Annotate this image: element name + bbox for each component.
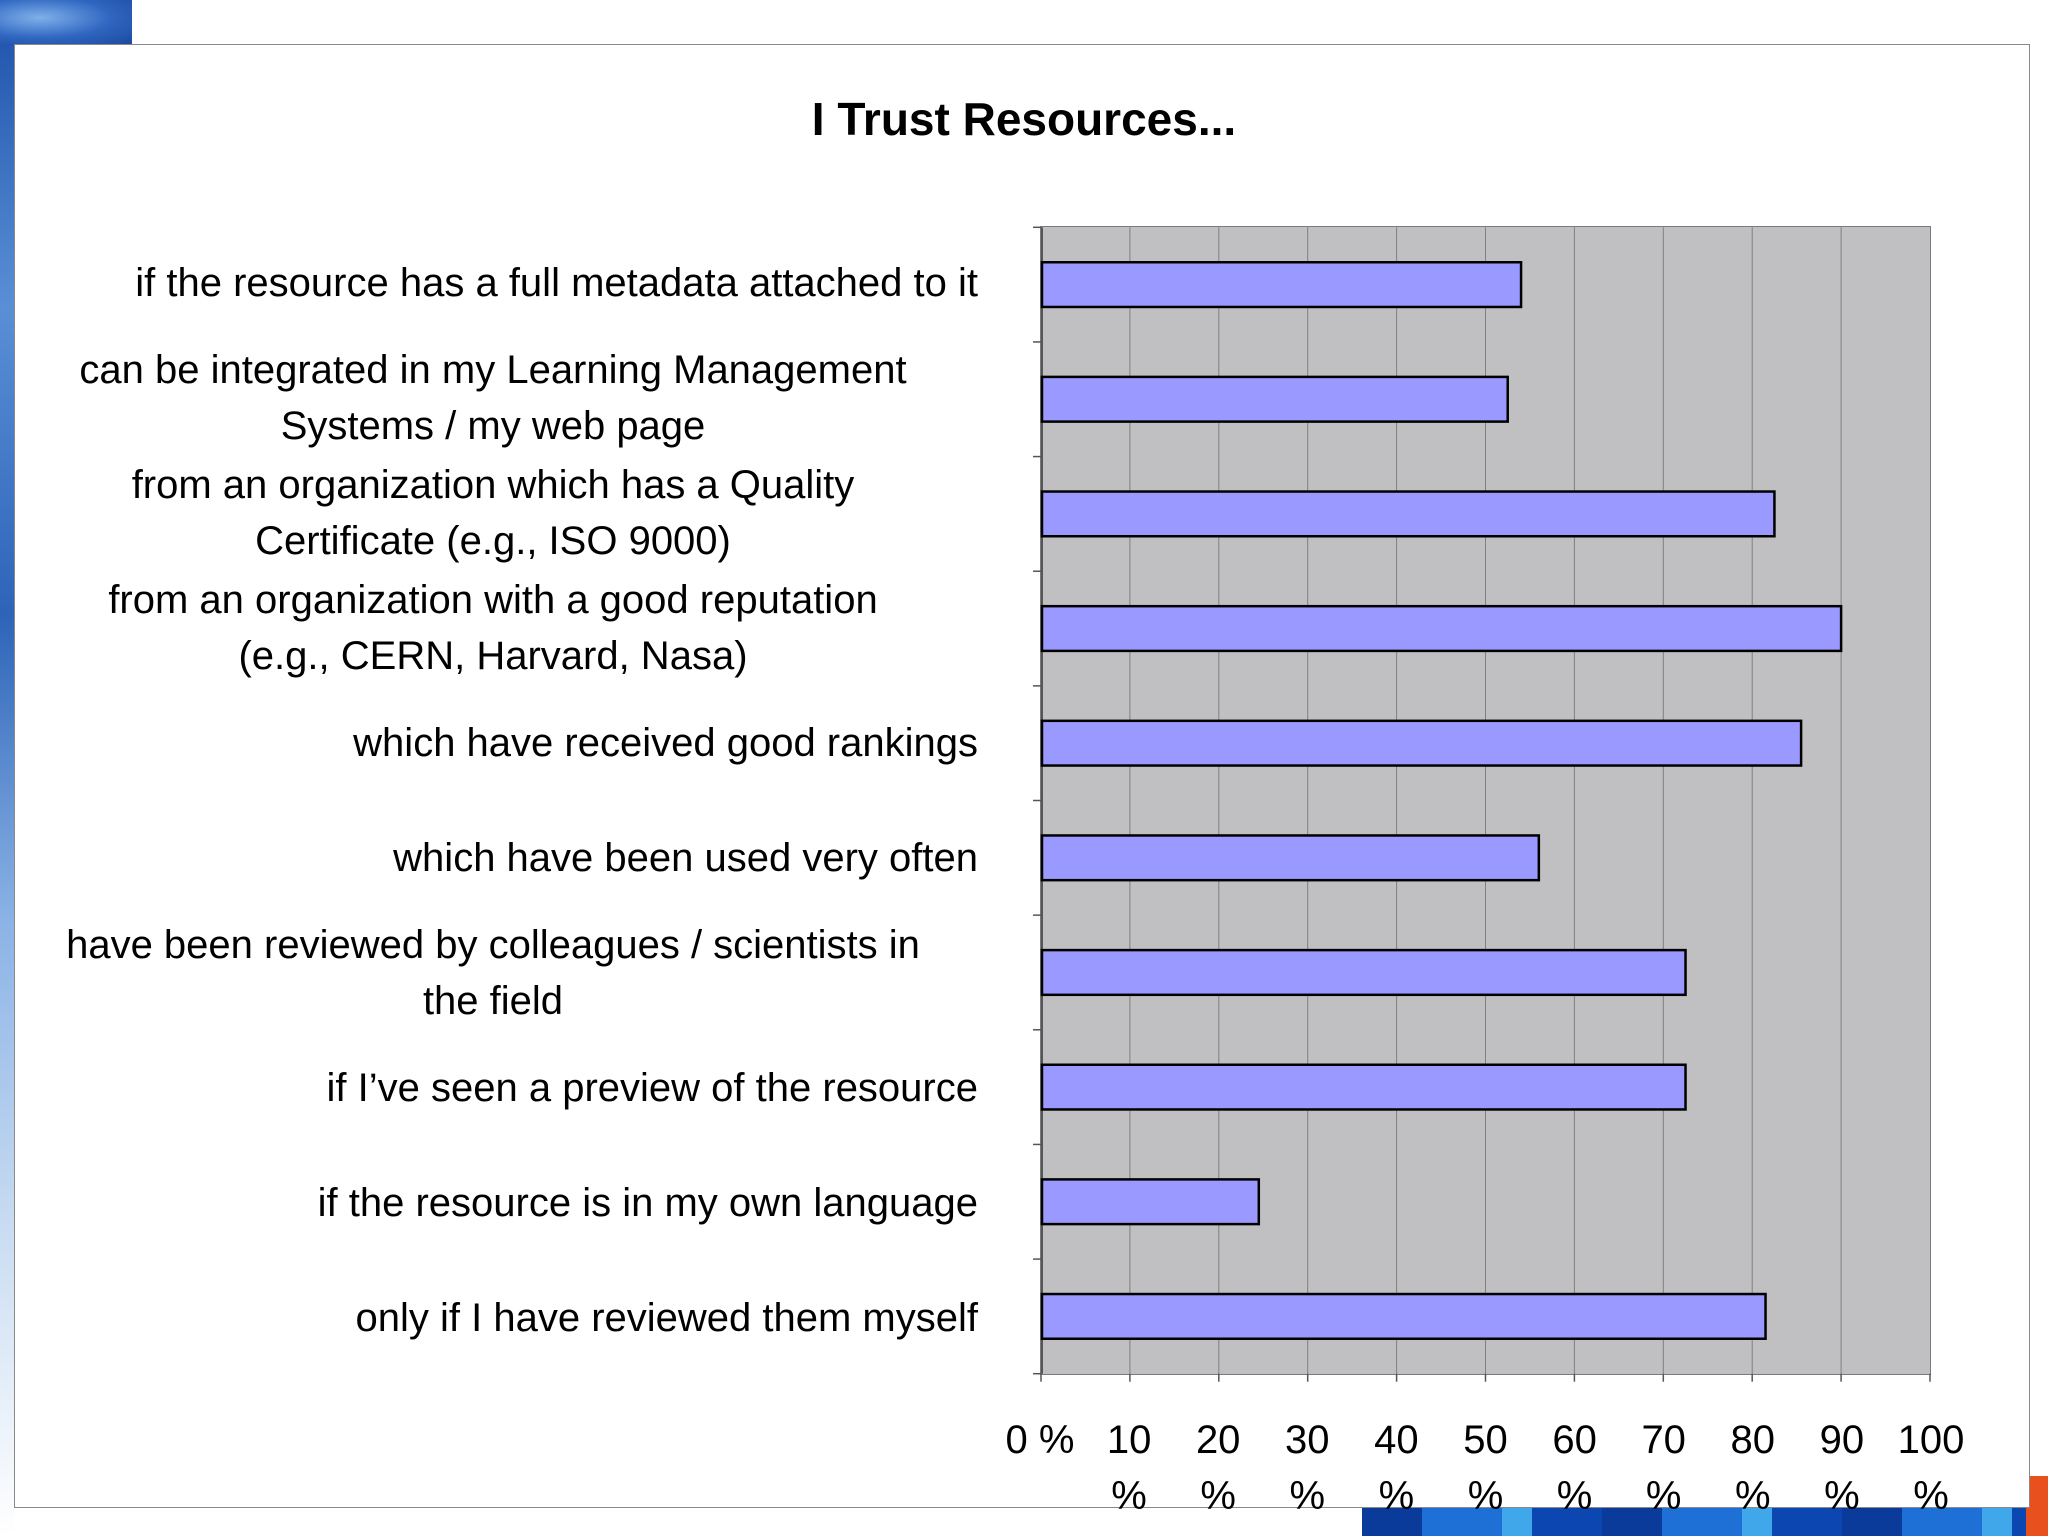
decorative-bottom-accent bbox=[2026, 1476, 2048, 1536]
category-label: from an organization with a good reputat… bbox=[8, 572, 1008, 684]
category-label-line: (e.g., CERN, Harvard, Nasa) bbox=[238, 634, 748, 679]
x-tick-label: 60% bbox=[1530, 1412, 1620, 1524]
x-tick-label: 20% bbox=[1173, 1412, 1263, 1524]
x-tick-label: 100% bbox=[1886, 1412, 1976, 1524]
bar bbox=[1040, 719, 1803, 767]
category-label: which have received good rankings bbox=[8, 715, 1008, 771]
plot-area bbox=[1033, 226, 1931, 1382]
x-tick-label-line: 70 bbox=[1641, 1418, 1686, 1462]
category-label: have been reviewed by colleagues / scien… bbox=[8, 917, 1008, 1029]
bar bbox=[1040, 375, 1509, 423]
category-label-line: can be integrated in my Learning Managem… bbox=[79, 348, 907, 393]
bar bbox=[1040, 1178, 1261, 1226]
x-tick-label: 50% bbox=[1441, 1412, 1531, 1524]
bar bbox=[1040, 834, 1541, 882]
x-tick-label-line: % bbox=[1111, 1474, 1147, 1518]
x-tick-label-line: 60 bbox=[1552, 1418, 1597, 1462]
category-label-line: Systems / my web page bbox=[280, 404, 706, 449]
x-tick-label-line: 40 bbox=[1374, 1418, 1419, 1462]
bar bbox=[1040, 1292, 1767, 1340]
decorative-side-strip bbox=[0, 0, 14, 1536]
x-tick-label: 80% bbox=[1708, 1412, 1798, 1524]
category-label-line: which have been used very often bbox=[393, 835, 978, 880]
x-tick-label-line: % bbox=[1645, 1474, 1682, 1518]
x-tick-label: 90% bbox=[1797, 1412, 1887, 1524]
category-label-line: which have received good rankings bbox=[353, 721, 978, 766]
x-tick-label-line: % bbox=[1378, 1474, 1415, 1518]
category-label: if the resource has a full metadata atta… bbox=[8, 255, 1008, 311]
chart-title: I Trust Resources... bbox=[811, 93, 1237, 145]
category-label-line: from an organization which has a Quality bbox=[131, 463, 855, 508]
category-label: if I’ve seen a preview of the resource bbox=[8, 1060, 1008, 1116]
x-tick-label-line: % bbox=[1200, 1474, 1236, 1518]
x-tick-label-line: % bbox=[1824, 1474, 1860, 1518]
x-tick-label-line: 80 bbox=[1730, 1418, 1776, 1462]
x-tick-label: 70% bbox=[1619, 1412, 1709, 1524]
x-tick-label-line: 50 bbox=[1463, 1418, 1508, 1462]
category-label: which have been used very often bbox=[8, 830, 1008, 886]
category-label-line: if the resource has a full metadata atta… bbox=[135, 261, 978, 306]
x-tick-label: 0 % bbox=[995, 1412, 1085, 1468]
bar bbox=[1040, 948, 1687, 997]
bar bbox=[1040, 604, 1843, 653]
category-label-line: only if I have reviewed them myself bbox=[355, 1295, 978, 1340]
x-tick-label-line: 90 bbox=[1819, 1418, 1865, 1462]
bar bbox=[1040, 1063, 1687, 1111]
category-label-line: if I’ve seen a preview of the resource bbox=[326, 1065, 978, 1110]
bar bbox=[1040, 261, 1523, 309]
category-label: only if I have reviewed them myself bbox=[8, 1290, 1008, 1346]
x-tick-label: 10% bbox=[1084, 1412, 1174, 1524]
category-label-line: Certificate (e.g., ISO 9000) bbox=[255, 519, 731, 564]
x-tick-label-line: % bbox=[1289, 1474, 1326, 1518]
x-tick-label-line: % bbox=[1467, 1474, 1504, 1518]
bar bbox=[1040, 490, 1776, 538]
x-tick-label-line: 30 bbox=[1285, 1418, 1330, 1462]
x-tick-label-line: 20 bbox=[1195, 1418, 1241, 1462]
x-tick-label-line: % bbox=[1556, 1474, 1593, 1518]
decorative-bottom-strip bbox=[1362, 1506, 2048, 1536]
category-label-line: from an organization with a good reputat… bbox=[108, 578, 878, 623]
decorative-corner-graphic bbox=[0, 0, 132, 44]
category-label-line: have been reviewed by colleagues / scien… bbox=[66, 922, 920, 967]
category-label-line: the field bbox=[422, 978, 564, 1023]
x-tick-label-line: % bbox=[1735, 1474, 1771, 1518]
x-tick-label-line: 100 bbox=[1897, 1418, 1965, 1462]
x-tick-label-line: 0 % bbox=[1005, 1418, 1075, 1462]
category-label: can be integrated in my Learning Managem… bbox=[8, 342, 1008, 454]
x-tick-label-line: 10 bbox=[1106, 1418, 1152, 1462]
category-label-line: if the resource is in my own language bbox=[317, 1180, 978, 1225]
category-label: from an organization which has a Quality… bbox=[8, 457, 1008, 569]
category-label: if the resource is in my own language bbox=[8, 1175, 1008, 1231]
x-tick-label: 30% bbox=[1262, 1412, 1352, 1524]
x-tick-label-line: % bbox=[1913, 1474, 1949, 1518]
x-tick-label: 40% bbox=[1351, 1412, 1441, 1524]
